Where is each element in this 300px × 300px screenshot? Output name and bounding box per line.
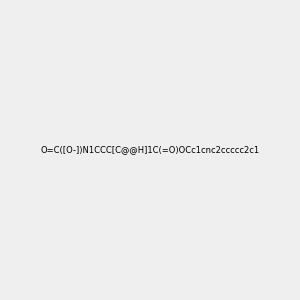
- Text: O=C([O-])N1CCC[C@@H]1C(=O)OCc1cnc2ccccc2c1: O=C([O-])N1CCC[C@@H]1C(=O)OCc1cnc2ccccc2…: [40, 146, 260, 154]
